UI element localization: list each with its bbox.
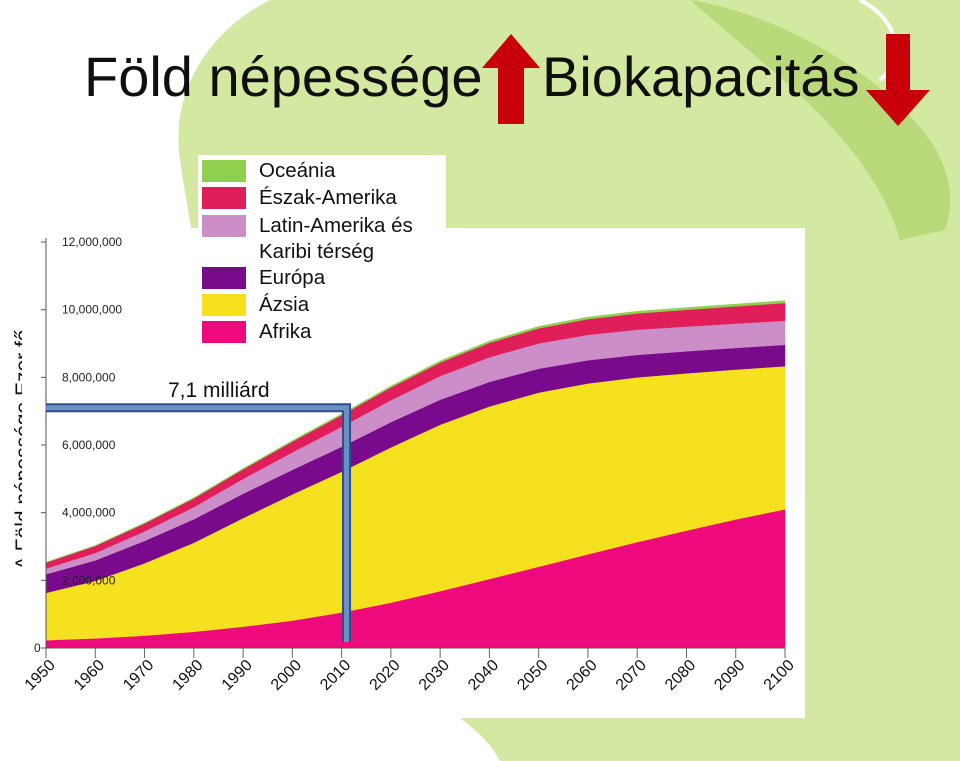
- y-tick-label: 6,000,000: [62, 438, 116, 452]
- leaf-tip: [690, 0, 950, 240]
- legend-label-line2: Karibi térség: [259, 240, 375, 263]
- y-tick-label: 8,000,000: [62, 370, 116, 384]
- legend-label: Észak-Amerika: [259, 186, 397, 209]
- legend-label: Ázsia: [259, 293, 310, 316]
- y-tick-label: 2,000,000: [62, 573, 116, 587]
- y-tick-label: 0: [34, 641, 41, 655]
- legend-label: Afrika: [259, 320, 312, 343]
- population-callout: 7,1 milliárd: [168, 379, 270, 402]
- arrow-up-icon: [482, 34, 540, 124]
- legend-swatch: [202, 160, 246, 182]
- legend-swatch: [202, 294, 246, 316]
- legend-label: Európa: [259, 266, 326, 289]
- chart-legend: Oceánia Észak-Amerika Latin-Amerika és K…: [198, 155, 446, 355]
- legend-swatch: [202, 187, 246, 209]
- y-tick-label: 10,000,000: [62, 303, 122, 317]
- legend-label: Latin-Amerika és: [259, 214, 413, 237]
- legend-swatch: [202, 321, 246, 343]
- legend-swatch: [202, 267, 246, 289]
- y-tick-label: 4,000,000: [62, 506, 116, 520]
- area-series-oceania: [45, 300, 786, 563]
- legend-swatch: [202, 215, 246, 237]
- legend-label: Oceánia: [259, 159, 336, 182]
- y-tick-label: 12,000,000: [62, 235, 122, 249]
- title-population: Föld népessége: [84, 45, 483, 108]
- arrow-down-icon: [866, 34, 930, 126]
- title-biocapacity: Biokapacitás: [542, 45, 860, 108]
- marker-line: [46, 405, 350, 642]
